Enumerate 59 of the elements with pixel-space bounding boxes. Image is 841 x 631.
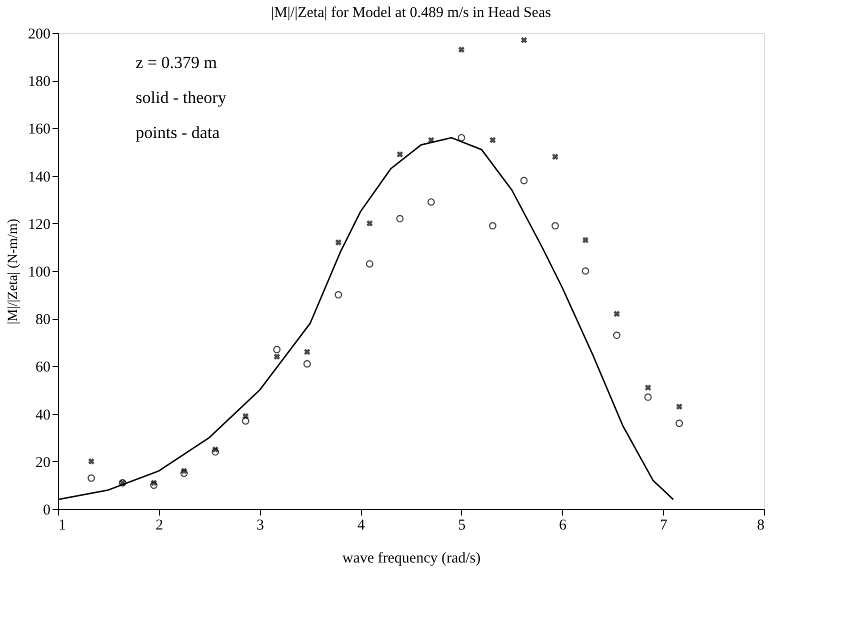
point <box>304 348 310 356</box>
annotation: z = 0.379 m <box>136 53 218 72</box>
point <box>334 291 342 299</box>
x-tick-label: 5 <box>458 518 466 534</box>
x-tick-label: 6 <box>559 518 568 534</box>
point <box>396 214 404 222</box>
point <box>88 458 94 465</box>
point <box>180 470 188 478</box>
chart-title: |M|/|Zeta| for Model at 0.489 m/s in Head Seas <box>271 5 552 21</box>
x-tick-label: 7 <box>660 518 668 534</box>
point <box>396 151 404 158</box>
y-tick-label: 160 <box>28 122 50 138</box>
y-tick-label: 120 <box>28 216 50 233</box>
point <box>490 136 496 144</box>
point <box>427 198 435 206</box>
y-tick-label: 0 <box>43 502 50 518</box>
y-tick-label: 80 <box>36 312 50 328</box>
point <box>488 222 496 230</box>
y-tick-label: 140 <box>28 169 50 186</box>
point <box>520 176 528 184</box>
y-tick-label: 60 <box>36 360 50 376</box>
x-tick-label: 8 <box>757 518 764 534</box>
point <box>582 236 589 244</box>
y-tick-label: 20 <box>36 454 50 471</box>
y-tick-label: 200 <box>28 26 50 42</box>
point <box>458 46 465 53</box>
point <box>552 154 558 160</box>
x-tick-label: 3 <box>256 518 264 534</box>
point <box>612 332 621 340</box>
point <box>274 354 280 360</box>
y-tick-label: 40 <box>36 407 50 424</box>
x-tick-label: 2 <box>156 518 164 534</box>
y-tick-label: 180 <box>28 74 50 90</box>
point <box>614 310 620 317</box>
annotation: points - data <box>136 123 220 142</box>
point <box>366 260 374 268</box>
point <box>520 37 528 44</box>
x-tick-label: 4 <box>357 518 366 534</box>
x-tick-label: 1 <box>58 518 66 534</box>
point <box>644 393 652 401</box>
point <box>212 448 220 456</box>
point <box>676 420 684 428</box>
point <box>551 222 559 230</box>
point <box>676 404 682 410</box>
annotation: solid - theory <box>136 88 227 107</box>
x-axis-title: wave frequency (rad/s) <box>342 550 481 566</box>
point <box>273 346 281 354</box>
y-axis-title: |M|/|Zeta| (N-m/m) <box>6 218 21 324</box>
point <box>303 360 311 368</box>
point <box>335 239 342 246</box>
point <box>242 417 250 425</box>
point <box>88 474 96 482</box>
point <box>644 384 652 391</box>
point <box>366 220 373 227</box>
point <box>150 481 158 489</box>
point <box>458 134 466 142</box>
point <box>428 136 434 144</box>
point <box>582 267 590 275</box>
y-tick-label: 100 <box>28 264 50 280</box>
